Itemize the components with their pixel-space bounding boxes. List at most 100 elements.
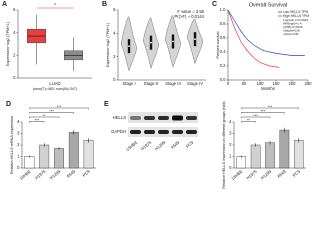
y-tick-label: 4 — [229, 119, 232, 124]
y-tick-label: 6 — [113, 7, 116, 12]
x-tick-label: H1975 — [245, 168, 258, 180]
chart-title: Overall Survival — [249, 2, 288, 8]
blot-lane-label: A549 — [170, 139, 181, 150]
legend-label: Low HELLS TPM — [283, 10, 308, 14]
bar — [54, 148, 64, 169]
blot-band — [186, 116, 197, 120]
sig-label: *** — [268, 104, 273, 109]
stat-label: p(HR)=0.0025 — [283, 25, 303, 29]
bar — [279, 129, 290, 169]
y-tick-label: 6 — [13, 7, 16, 12]
y-tick-label: 0 — [13, 75, 16, 80]
bar — [293, 140, 304, 169]
y-axis-label: Percent survival — [216, 31, 220, 58]
panel-label: E — [104, 101, 109, 108]
y-tick-label: 0 — [113, 77, 116, 82]
x-axis-label: Months — [261, 86, 275, 91]
panel-label: B — [102, 1, 107, 8]
stat-label: Pr(>F) = 0.0144 — [174, 14, 204, 19]
y-tick-label: 0.4 — [220, 49, 226, 54]
sig-bracket — [241, 112, 285, 114]
x-tick-label: 150 — [273, 81, 281, 86]
blot-row-label: GAPDH — [111, 129, 126, 134]
bar — [83, 140, 94, 169]
y-tick-label: 4 — [113, 30, 116, 35]
figure: E HELLS GAPDH 16HBE H1975 H1299 A549 PC9… — [2, 1, 313, 189]
x-tick-label: 0 — [227, 81, 230, 86]
sig-bracket — [241, 116, 271, 119]
stat-label: Logrank p=0.0024 — [283, 18, 308, 22]
y-tick-label: 2 — [17, 142, 20, 147]
y-tick-label: 0.2 — [220, 63, 226, 68]
y-axis-label: Relative HELLS expression in different g… — [222, 101, 226, 189]
sig-bracket — [241, 121, 256, 123]
survival-curve — [227, 9, 280, 68]
violin-median — [194, 38, 196, 41]
y-axis-label: Expression−log2 (TPM+1) — [6, 21, 10, 66]
sig-label: ** — [247, 118, 251, 123]
y-tick-label: 1.0 — [220, 7, 226, 12]
y-tick-label: 2 — [113, 54, 116, 59]
x-tick-label: 50 — [242, 81, 247, 86]
blot-band — [144, 116, 155, 120]
x-tick-label: 16HBE — [18, 169, 32, 181]
x-tick-label: A549 — [65, 168, 76, 179]
bar — [265, 142, 275, 169]
sig-label: * — [54, 4, 57, 10]
violin-median — [128, 45, 130, 48]
y-tick-label: 2 — [13, 52, 16, 57]
x-tick-label: 250 — [305, 81, 313, 86]
x-tick-label: H1975 — [34, 168, 47, 180]
blot-row-label: HELLS — [113, 115, 126, 120]
x-tick-label: PC9 — [81, 168, 91, 177]
x-tick-label: Stage III — [165, 81, 181, 86]
x-tick-label: Stage I — [122, 81, 135, 86]
stat-label: F value = 3.56 — [177, 9, 204, 14]
stat-label: n(low)=239 — [283, 32, 299, 36]
sig-bracket — [29, 116, 60, 119]
y-tick-label: 0 — [17, 165, 20, 170]
survival-curve — [227, 9, 305, 56]
x-axis-label: LUAD — [49, 81, 60, 86]
bar — [24, 156, 35, 169]
stat-label: n(high)=239 — [283, 29, 300, 33]
x-tick-label: Stage IV — [187, 81, 203, 86]
y-tick-label: 4 — [17, 119, 20, 124]
x-tick-label: 200 — [289, 81, 297, 86]
y-tick-label: 0.6 — [220, 35, 226, 40]
y-tick-label: 3 — [17, 131, 20, 136]
y-tick-label: 3 — [229, 131, 232, 136]
y-axis-label: Expression−log2 (TPM+1) — [106, 22, 110, 67]
y-tick-label: 0 — [229, 165, 232, 170]
blot-lane-label: H1299 — [154, 139, 167, 151]
sig-label: ** — [43, 113, 47, 118]
panel-label: D — [6, 101, 11, 108]
panel-label: C — [212, 1, 217, 8]
blot-lane-label: 16HBE — [125, 140, 139, 152]
sig-label: *** — [49, 109, 54, 114]
x-tick-label: 16HBE — [230, 169, 244, 181]
panel-label: A — [2, 1, 7, 8]
sig-label: *** — [34, 118, 39, 123]
blot-lane-label: PC9 — [185, 139, 195, 148]
blot-band — [186, 130, 197, 134]
blot-band — [130, 130, 141, 134]
blot-band — [130, 116, 141, 120]
legend-label: High HELLS TPM — [283, 14, 309, 18]
sig-bracket — [241, 107, 299, 110]
y-tick-label: 4 — [13, 30, 16, 35]
x-tick-label: H1299 — [49, 168, 62, 180]
x-tick-label: H1299 — [260, 168, 273, 180]
x-tick-label: 100 — [257, 81, 265, 86]
western-blot: E HELLS GAPDH 16HBE H1975 H1299 A549 PC9 — [104, 101, 198, 152]
bar — [236, 156, 247, 169]
x-tick-label: A549 — [276, 168, 287, 179]
sig-label: *** — [260, 109, 265, 114]
blot-band — [158, 130, 169, 134]
y-tick-label: 2 — [229, 142, 232, 147]
y-tick-label: 1 — [229, 154, 232, 159]
bar — [250, 144, 261, 169]
blot-band — [172, 130, 183, 134]
sig-bracket — [29, 107, 89, 110]
y-axis-label: Relative HELLS mRNA expression — [10, 116, 14, 174]
